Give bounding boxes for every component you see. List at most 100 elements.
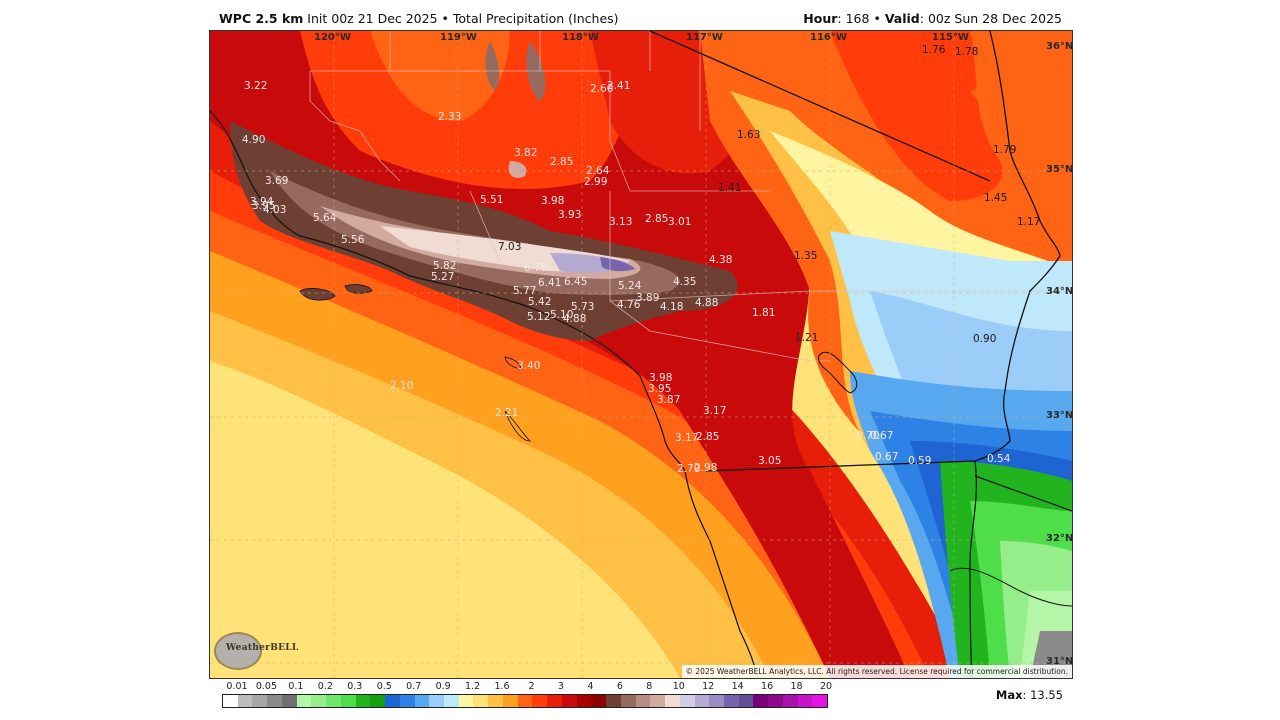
graticule-label: 36°N [1046, 41, 1073, 52]
precip-value-label: 1.45 [984, 192, 1008, 204]
title-separator: • [441, 11, 449, 26]
legend-swatch [591, 695, 607, 707]
legend-swatch [252, 695, 268, 707]
legend-tick: 1.6 [494, 681, 510, 692]
precip-value-label: 4.38 [709, 254, 733, 266]
precip-value-label: 2.98 [694, 462, 718, 474]
precip-value-label: 4.90 [242, 134, 266, 146]
map-title: WPC 2.5 km Init 00z 21 Dec 2025 • Total … [219, 11, 619, 26]
legend-tick: 10 [672, 681, 685, 692]
legend-swatch [326, 695, 341, 707]
legend-swatch [694, 695, 710, 707]
graticule-label: 31°N [1046, 656, 1073, 667]
legend-swatch [797, 695, 813, 707]
precip-value-label: 3.95 [648, 383, 672, 395]
legend-tick: 1.2 [465, 681, 481, 692]
precip-value-label: 3.95 [252, 200, 276, 212]
legend-swatch [281, 695, 297, 707]
legend-swatch [547, 695, 562, 707]
hour-label: Hour [803, 11, 838, 26]
legend-swatch [753, 695, 769, 707]
precipitation-field [210, 31, 1072, 678]
precip-value-label: 0.67 [870, 430, 894, 442]
legend-swatch [444, 695, 459, 707]
precip-value-label: 3.93 [558, 209, 582, 221]
precip-value-label: 5.42 [528, 296, 552, 308]
legend-swatch [429, 695, 445, 707]
precip-value-label: 0.54 [987, 453, 1011, 465]
legend-tick: 0.3 [347, 681, 363, 692]
precip-value-label: 4.35 [673, 276, 697, 288]
legend-swatch [709, 695, 724, 707]
legend-swatch [458, 695, 474, 707]
precip-value-label: 2.60 [590, 83, 614, 95]
legend-tick: 0.9 [435, 681, 451, 692]
graticule-label: 33°N [1046, 410, 1073, 421]
precip-value-label: 2.21 [495, 407, 519, 419]
precip-value-label: 2.85 [645, 213, 669, 225]
legend-tick: 20 [819, 681, 833, 692]
precip-value-label: 5.27 [431, 271, 455, 283]
logo-swirl-icon [214, 632, 262, 670]
precip-value-label: 1.76 [922, 44, 946, 56]
legend-swatch [488, 695, 503, 707]
precip-value-label: 3.82 [514, 147, 538, 159]
legend-swatch [502, 695, 518, 707]
precip-value-label: 6.45 [564, 276, 588, 288]
legend-tick: 2 [528, 681, 535, 692]
precip-value-label: 1.79 [993, 144, 1017, 156]
precip-value-label: 3.98 [541, 195, 565, 207]
max-value: Max: 13.55 [996, 688, 1063, 702]
legend-swatch [414, 695, 430, 707]
legend-swatch [385, 695, 400, 707]
legend-swatch [296, 695, 312, 707]
max-label: Max [995, 688, 1023, 702]
legend-tick: 12 [702, 681, 715, 692]
legend-swatch [399, 695, 415, 707]
graticule-label: 115°W [932, 32, 969, 43]
precip-value-label: 0.70 [856, 430, 880, 442]
precip-value-label: 6.70 [524, 262, 548, 274]
legend-tick: 0.2 [317, 681, 333, 692]
copyright-notice: © 2025 WeatherBELL Analytics, LLC. All r… [681, 665, 1072, 678]
precip-value-label: 2.64 [586, 165, 610, 177]
precip-value-label: 1.41 [718, 182, 742, 194]
precip-value-label: 3.17 [703, 405, 727, 417]
precip-value-label: 4.88 [563, 313, 587, 325]
precip-value-label: 2.10 [390, 380, 414, 392]
precip-value-label: 1.21 [795, 332, 819, 344]
precip-value-label: 2.70 [677, 463, 701, 475]
precip-value-label: 2.41 [607, 80, 631, 92]
legend-swatch [311, 695, 327, 707]
graticule-label: 32°N [1046, 533, 1073, 544]
precip-value-label: 3.40 [517, 360, 541, 372]
legend-swatch [340, 695, 356, 707]
model-name: WPC 2.5 km [219, 11, 304, 26]
graticule-label: 35°N [1046, 164, 1073, 175]
legend-tick: 4 [587, 681, 594, 692]
legend-tick: 6 [616, 681, 623, 692]
legend-tick: 0.7 [406, 681, 422, 692]
legend-swatch [812, 695, 828, 707]
legend-tick: 16 [761, 681, 774, 692]
legend-swatch [532, 695, 548, 707]
legend-swatch [517, 695, 533, 707]
precip-value-label: 2.85 [696, 431, 720, 443]
precip-value-label: 3.13 [609, 216, 633, 228]
precip-value-label: 5.56 [341, 234, 365, 246]
precip-value-label: 5.77 [513, 285, 537, 297]
init-time: Init 00z 21 Dec 2025 [307, 11, 438, 26]
valid-value: : 00z Sun 28 Dec 2025 [919, 11, 1062, 26]
precip-value-label: 3.98 [649, 372, 673, 384]
header-separator: • [873, 11, 881, 26]
valid-time-header: Hour: 168 • Valid: 00z Sun 28 Dec 2025 [803, 11, 1062, 26]
precip-value-label: 0.90 [973, 333, 997, 345]
legend-tick-labels: 0.01 0.05 0.1 0.2 0.3 0.5 0.7 0.9 1.2 1.6 2 3 4 6 8 10 1… [222, 681, 832, 693]
precip-value-label: 1.17 [1017, 216, 1041, 228]
precip-value-label: 2.85 [550, 156, 574, 168]
precip-value-label: 5.82 [433, 260, 457, 272]
precip-value-label: 5.24 [618, 280, 642, 292]
precip-value-label: 7.03 [498, 241, 522, 253]
graticule-label: 116°W [810, 32, 847, 43]
legend-swatch [355, 695, 371, 707]
